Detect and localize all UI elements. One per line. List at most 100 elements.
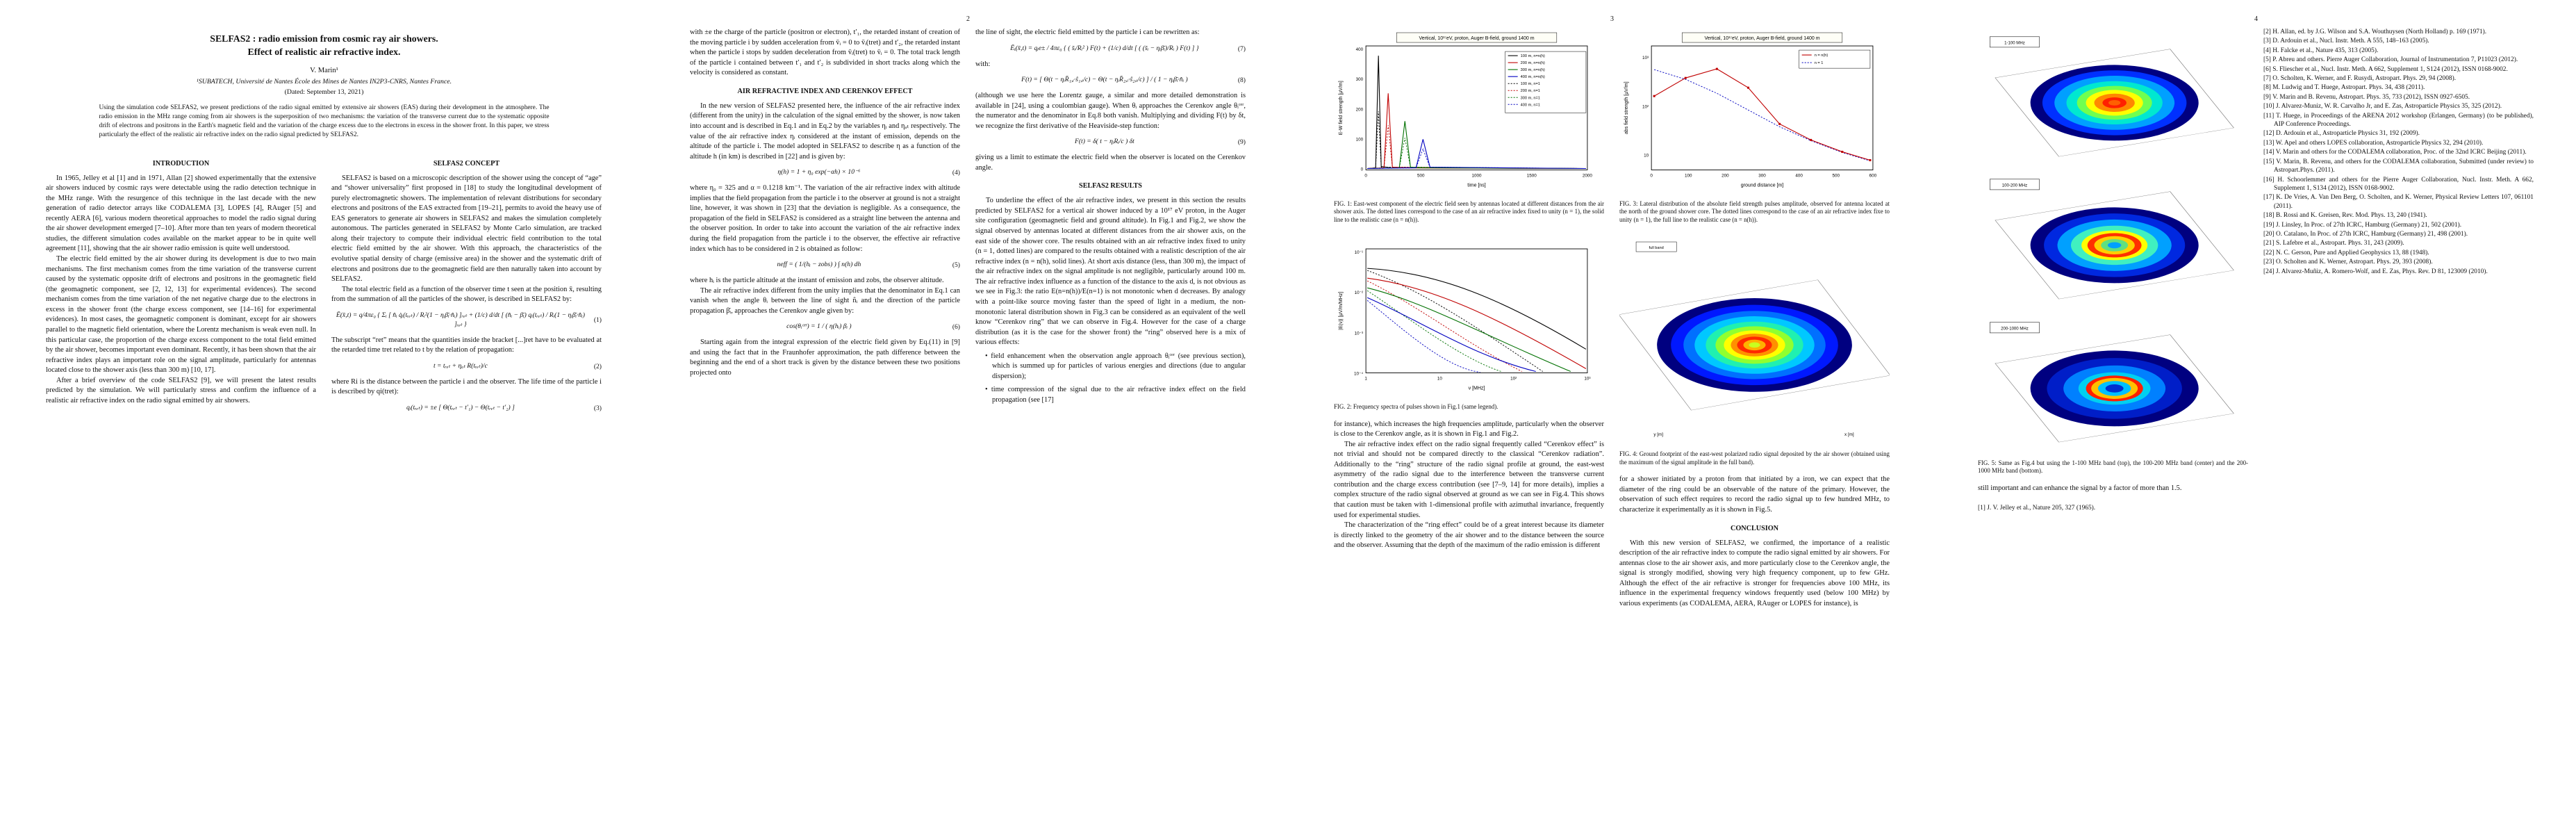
fig5-plot-middle: 100-200 MHz [1978,172,2248,315]
fig2-axis-labels: 10⁻¹ 10⁻² 10⁻³ 10⁻⁴ 1 10 10² 10³ ν [MHz]… [1339,250,1590,391]
x-tick-label: 1500 [1527,174,1537,179]
paragraph: for instance), which increases the high … [1334,420,1604,439]
title-line-2: Effect of realistic air refractive index… [247,47,401,58]
equation-1: Ē(x̄,t) = q/4πε₀ { Σᵢ [ n̂ᵢ q̇ᵢ(tᵣₑₜ) / … [331,311,602,329]
page-2: 2 with ±e the charge of the particle (po… [644,0,1288,834]
x-tick-label: 500 [1833,174,1840,179]
legend-entry: 200 m, n=n(h) [1521,61,1545,65]
legend-entry: n = 1 [1815,61,1824,65]
x-tick-label: 10³ [1584,377,1590,382]
page4-right-column: [2] H. Allan, ed. by J.G. Wilson and S.A… [2263,28,2534,513]
bullet-item: • time compression of the signal due to … [985,386,1246,404]
fig1-axis-labels: 400 300 200 100 0 0 500 1000 1500 2000 t… [1339,47,1592,188]
x-tick-label: 100 [1685,174,1692,179]
reference-item: [9] V. Marin and B. Revenu, Astropart. P… [2263,93,2470,101]
page3-right-column: Vertical, 10¹⁷eV, proton, Auger B-field,… [1619,28,1890,609]
equation-6: cos(θᵢᶜᵉʳ) = 1 / ( η(hᵢ) βᵢ ) (6) [690,322,960,332]
paragraph: where η₀ = 325 and α = 0.1218 km⁻¹. The … [690,184,960,253]
fig1-caption: FIG. 1: East-west component of the elect… [1334,199,1604,223]
reference-item: [24] J. Alvarez-Muñiz, A. Romero-Wolf, a… [2263,268,2488,275]
paragraph: The air refractive index effect on the r… [1334,440,1604,519]
fig3-legend: n = n(h) n = 1 [1799,49,1871,69]
fig1-curves [1367,56,1586,170]
reference-item: [18] B. Rossi and K. Greisen, Rev. Mod. … [2263,212,2427,220]
y-tick-label: 10³ [1642,56,1649,60]
author-name: V. Marin¹ [310,66,338,74]
reference-item: [14] V. Marin and others for the CODALEM… [2263,149,2527,156]
fig5-band-badge: 1-100 MHz [2004,42,2025,46]
page-3: 3 Vertical, 10¹⁷eV, proton, Auger B-fiel… [1288,0,1932,834]
x-tick-label: 10 [1437,377,1443,382]
page1-right-column: SELFAS2 CONCEPT SELFAS2 is based on a mi… [331,151,602,419]
page4-left-column: 1-100 MHz 100-200 MHz [1978,28,2248,513]
x-tick-label: 0 [1650,174,1653,179]
section-heading-concept: SELFAS2 CONCEPT [433,159,500,167]
fig3-plot: Vertical, 10¹⁷eV, proton, Auger B-field,… [1619,29,1890,198]
reference-item: [1] J. V. Jelley et al., Nature 205, 327… [1978,504,2096,512]
fig4-plot: full band x [m] y [m] [1619,232,1890,449]
x-axis-label: ν [MHz] [1469,386,1485,391]
paragraph: where hᵢ is the particle altitude at the… [690,277,944,284]
paragraph: The subscript “ret” means that the quant… [331,336,602,354]
x-tick-label: 600 [1869,174,1877,179]
paragraph: where Ri is the distance between the par… [331,377,602,396]
fig5-surface-1 [1995,49,2234,157]
paragraph: The characterization of the “ring effect… [1334,521,1604,550]
section-heading-introduction: INTRODUCTION [152,159,210,167]
page1-left-column: INTRODUCTION In 1965, Jelley et al [1] a… [46,151,316,419]
y-tick-label: 10² [1642,104,1649,109]
paragraph: In 1965, Jelley et al [1] and in 1971, A… [46,174,316,253]
equation-body: Ēᵢ(x̄,t) = qᵢe± / 4πε₀ { ( s̄ᵢ/Rᵢ² ) F(t… [1010,44,1199,52]
x-tick-label: 300 [1758,174,1766,179]
figure-5: 1-100 MHz 100-200 MHz [1978,29,2248,475]
reference-item: [11] T. Huege, in Proceedings of the ARE… [2263,112,2534,129]
paragraph: After a brief overview of the code SELFA… [46,376,316,404]
x-tick-label: 500 [1417,174,1425,179]
paragraph: (although we use here the Lorentz gauge,… [975,92,1246,130]
y-axis-label: abs field strength [µV/m] [1624,81,1629,134]
page-number: 4 [2254,15,2258,23]
equation-body: neff = ( 1/(hᵢ − zobs) ) ∫ n(h) dh [777,261,861,269]
fig3-curves [1653,67,1872,161]
date-line: (Dated: September 13, 2021) [284,88,364,96]
equation-body: cos(θᵢᶜᵉʳ) = 1 / ( η(hᵢ) βᵢ ) [786,322,852,331]
reference-item: [17] K. De Vries, A. Van Den Berg, O. Sc… [2263,194,2534,210]
page-4: 4 1-100 MHz [1932,0,2576,834]
page2-right-column: the line of sight, the electric field em… [975,28,1246,406]
equation-9: F(t) = δ( t − ηᵢRᵢ/c ) δt (9) [975,138,1246,147]
paragraph: To underline the effect of the air refra… [975,197,1246,347]
x-axis-label: ground distance [m] [1741,183,1784,188]
paragraph: giving us a limit to estimate the electr… [975,154,1246,172]
legend-entry: 300 m, n=n(h) [1521,68,1545,72]
legend-entry: 100 m, n=n(h) [1521,54,1545,58]
paragraph: The total electric field as a function o… [331,285,602,304]
fig2-curves [1367,268,1587,373]
page3-left-column: Vertical, 10¹⁷eV, proton, Auger B-field,… [1334,28,1604,609]
y-tick-label: 300 [1356,77,1364,82]
equation-8: F(t) = [ Θ(t − ηᵢR̄₁,ᵢ·ŝ₁,ᵢ/c) − Θ(t − η… [975,76,1246,85]
equation-number: (7) [1237,44,1246,53]
paragraph: with ±e the charge of the particle (posi… [690,28,960,77]
fig1-plot: Vertical, 10¹⁷eV, proton, Auger B-field,… [1334,29,1604,198]
reference-item: [19] J. Linsley, In Proc. of 27th ICRC, … [2263,221,2462,229]
section-heading-refractive: AIR REFRACTIVE INDEX AND CERENKOV EFFECT [737,87,913,95]
equation-2: t = tᵣₑₜ + ηₐₜ R(tᵣₑₜ)/c (2) [331,362,602,371]
figure-1: Vertical, 10¹⁷eV, proton, Auger B-field,… [1334,29,1604,224]
paragraph: the line of sight, the electric field em… [975,28,1200,36]
fig5-surface-2 [1995,191,2234,300]
x-tick-label: 400 [1795,174,1803,179]
x-axis-label: time [ns] [1467,183,1486,188]
title-line-1: SELFAS2 : radio emission from cosmic ray… [210,33,438,44]
y-tick-label: 400 [1356,47,1364,52]
reference-item: [5] P. Abreu and others. Pierre Auger Co… [2263,56,2518,64]
y-tick-label: 100 [1356,137,1364,142]
y-axis-label: y [m] [1653,432,1663,437]
legend-entry: 300 m, n=1 [1521,96,1540,100]
reference-item: [8] M. Ludwig and T. Huege, Astropart. P… [2263,84,2425,92]
paragraph: SELFAS2 is based on a microscopic descri… [331,174,602,284]
y-tick-label: 10⁻¹ [1355,250,1363,255]
section-heading-results: SELFAS2 RESULTS [1079,182,1142,190]
paragraph: Starting again from the integral express… [690,338,960,377]
equation-7: Ēᵢ(x̄,t) = qᵢe± / 4πε₀ { ( s̄ᵢ/Rᵢ² ) F(t… [975,44,1246,54]
equation-number: (1) [593,316,602,325]
